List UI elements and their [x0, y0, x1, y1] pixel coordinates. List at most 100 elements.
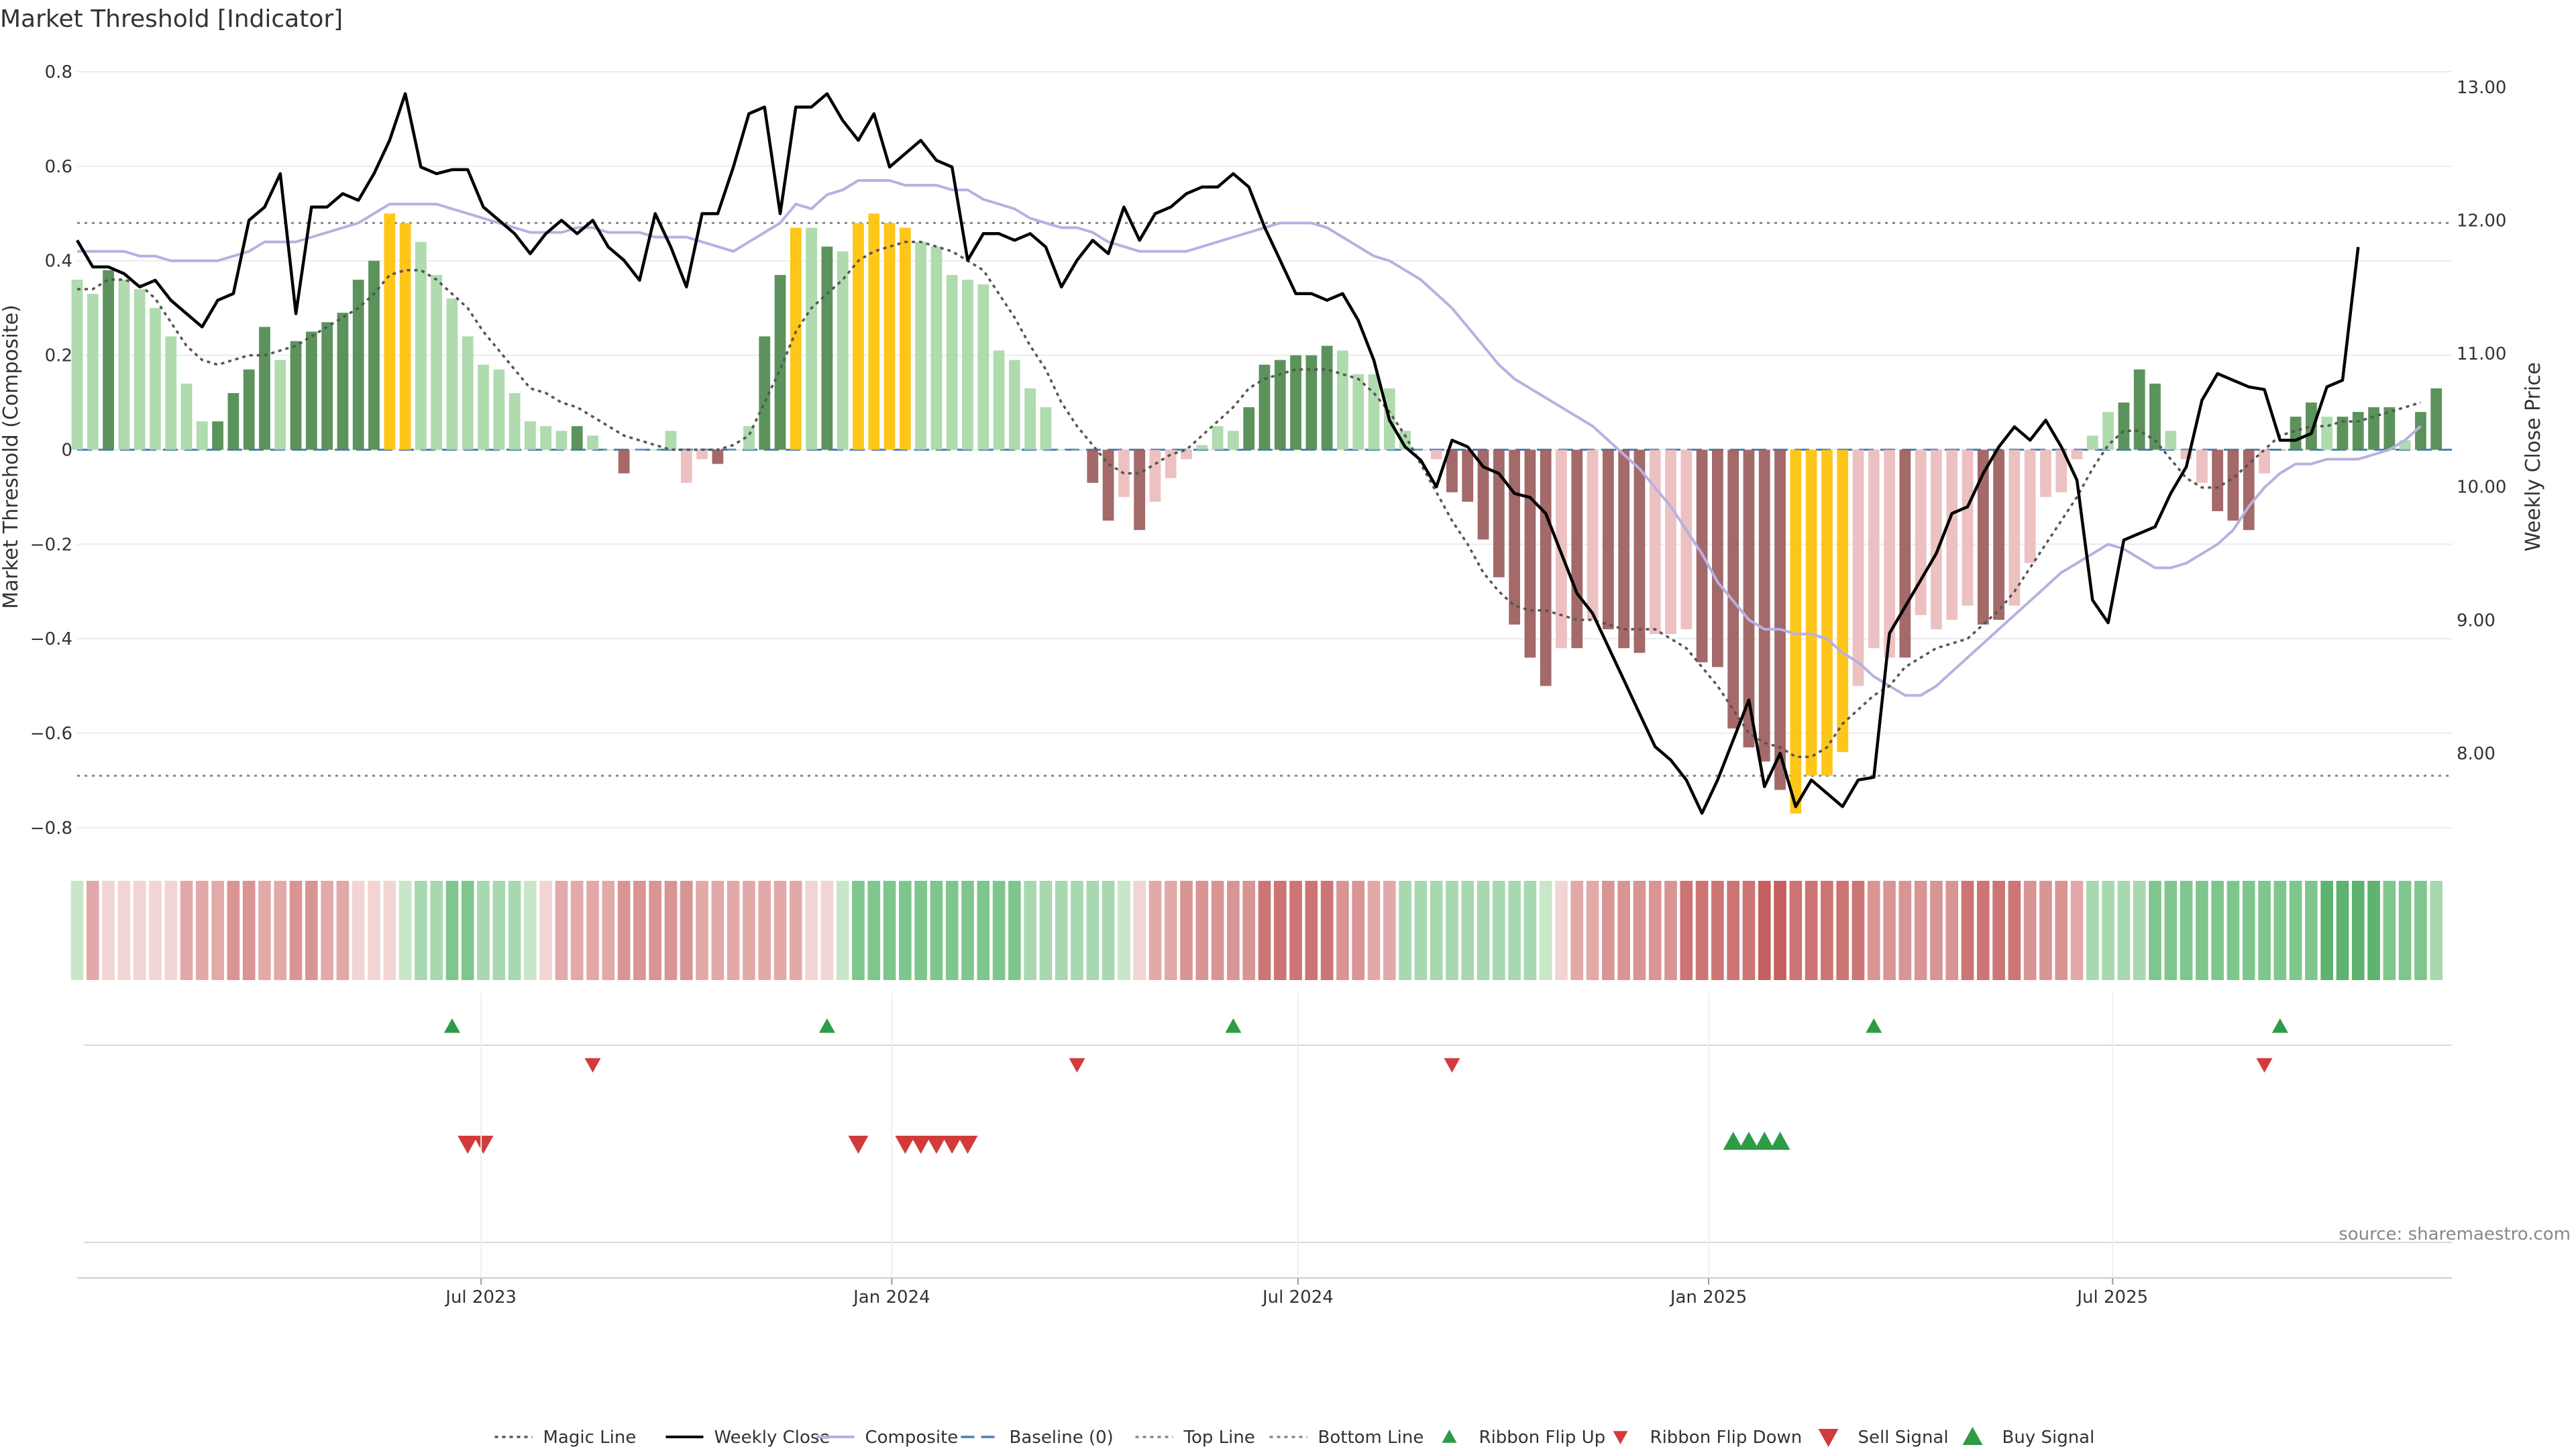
ribbon-cell	[1367, 881, 1381, 980]
ribbon-cell	[1617, 881, 1630, 980]
right-axis-label: Weekly Close Price	[2522, 362, 2545, 551]
composite-bar	[790, 227, 802, 450]
sell-signal-marker	[458, 1136, 478, 1154]
ribbon-cell	[1102, 881, 1115, 980]
sell-signal-marker	[957, 1136, 978, 1154]
composite-bar	[243, 369, 255, 450]
ribbon-cell	[492, 881, 506, 980]
composite-bar	[1587, 449, 1599, 620]
composite-bar	[1931, 449, 1942, 630]
ribbon-cell	[1508, 881, 1521, 980]
composite-bar	[759, 336, 771, 450]
composite-bar	[1415, 449, 1427, 451]
composite-bar	[352, 279, 364, 450]
composite-bar	[1087, 449, 1099, 483]
x-tick-label: Jan 2024	[852, 1287, 930, 1307]
composite-bar	[1290, 355, 1301, 450]
signal-markers	[84, 1132, 2452, 1243]
ribbon-flip-up-marker	[1866, 1018, 1882, 1033]
composite-bar	[1149, 449, 1161, 502]
ribbon-cell	[86, 881, 99, 980]
ribbon-cell	[1148, 881, 1162, 980]
ribbon-cell	[1430, 881, 1443, 980]
composite-bar	[2321, 417, 2333, 450]
composite-bar	[384, 213, 396, 450]
ribbon-cell	[211, 881, 224, 980]
composite-bar	[2383, 407, 2396, 450]
sell-signal-marker	[942, 1136, 963, 1154]
composite-bar	[1258, 364, 1271, 450]
composite-bar	[1852, 449, 1864, 686]
composite-bar	[415, 241, 427, 450]
left-tick-label: −0.4	[30, 629, 72, 649]
ribbon-cell	[305, 881, 318, 980]
composite-bar	[2040, 449, 2051, 497]
ribbon-flip-up-marker	[2271, 1018, 2288, 1033]
composite-bar	[180, 383, 193, 450]
ribbon-cell	[1648, 881, 1662, 980]
right-tick-label: 9.00	[2457, 610, 2496, 631]
composite-bar	[1196, 445, 1208, 450]
ribbon-cell	[1399, 881, 1411, 980]
composite-bar	[150, 308, 161, 450]
ribbon-cell	[1039, 881, 1053, 980]
ribbon-cell	[727, 881, 740, 980]
ribbon-cell	[1664, 881, 1677, 980]
ribbon-cell	[102, 881, 115, 980]
composite-bar	[2368, 407, 2379, 450]
legend-swatch-8	[1818, 1429, 1839, 1447]
composite-bar	[1462, 449, 1474, 502]
ribbon-cell	[415, 881, 427, 980]
ribbon-cell	[1930, 881, 1943, 980]
composite-bar	[1477, 449, 1489, 540]
composite-bar	[2008, 449, 2021, 606]
ribbon-cell	[1711, 881, 1724, 980]
ribbon-cell	[1836, 881, 1849, 980]
composite-bar	[446, 299, 458, 450]
sell-signal-marker	[926, 1136, 947, 1154]
legend-label: Ribbon Flip Down	[1650, 1428, 1803, 1448]
composite-bar	[290, 341, 302, 450]
ribbon-cell	[2196, 881, 2208, 980]
ribbon-cell	[1851, 881, 1865, 980]
composite-bar	[227, 392, 239, 450]
ribbon-cell	[680, 881, 693, 980]
left-tick-label: 0.2	[45, 346, 72, 366]
composite-bar	[1430, 449, 1442, 460]
composite-bar	[2227, 449, 2239, 521]
ribbon-cell	[2211, 881, 2224, 980]
composite-bar	[665, 431, 677, 450]
ribbon-cell	[1633, 881, 1646, 980]
composite-bar	[868, 213, 880, 450]
ribbon-cell	[805, 881, 818, 980]
ribbon-cell	[1774, 881, 1786, 980]
ribbon-cell	[570, 881, 584, 980]
ribbon-cell	[1695, 881, 1709, 980]
composite-bar	[930, 246, 943, 450]
ribbon-cell	[1805, 881, 1818, 980]
ribbon-cell	[508, 881, 521, 980]
ribbon-cell	[117, 881, 131, 980]
ribbon-cell	[1742, 881, 1756, 980]
composite-bar	[1680, 449, 1693, 630]
composite-bar	[1821, 449, 1833, 776]
composite-bar	[915, 241, 927, 450]
composite-bar	[1915, 449, 1927, 615]
x-tick-label: Jan 2025	[1669, 1287, 1748, 1307]
ribbon-cell	[2398, 881, 2412, 980]
composite-bar	[133, 288, 146, 450]
sell-signal-marker	[895, 1136, 916, 1154]
ribbon-cell	[758, 881, 771, 980]
right-tick-label: 11.00	[2457, 344, 2506, 364]
weekly-close-line	[76, 92, 2360, 815]
ribbon-cell	[2305, 881, 2318, 980]
composite-bar	[1743, 449, 1755, 748]
composite-bar	[1181, 449, 1192, 460]
ribbon-flip-up-marker	[443, 1018, 460, 1033]
ribbon-cell	[1180, 881, 1193, 980]
composite-bar	[2212, 449, 2224, 511]
ribbon-cell	[1758, 881, 1771, 980]
ribbon-cell	[945, 881, 959, 980]
ribbon-cell	[2414, 881, 2427, 980]
composite-bar	[602, 449, 614, 451]
